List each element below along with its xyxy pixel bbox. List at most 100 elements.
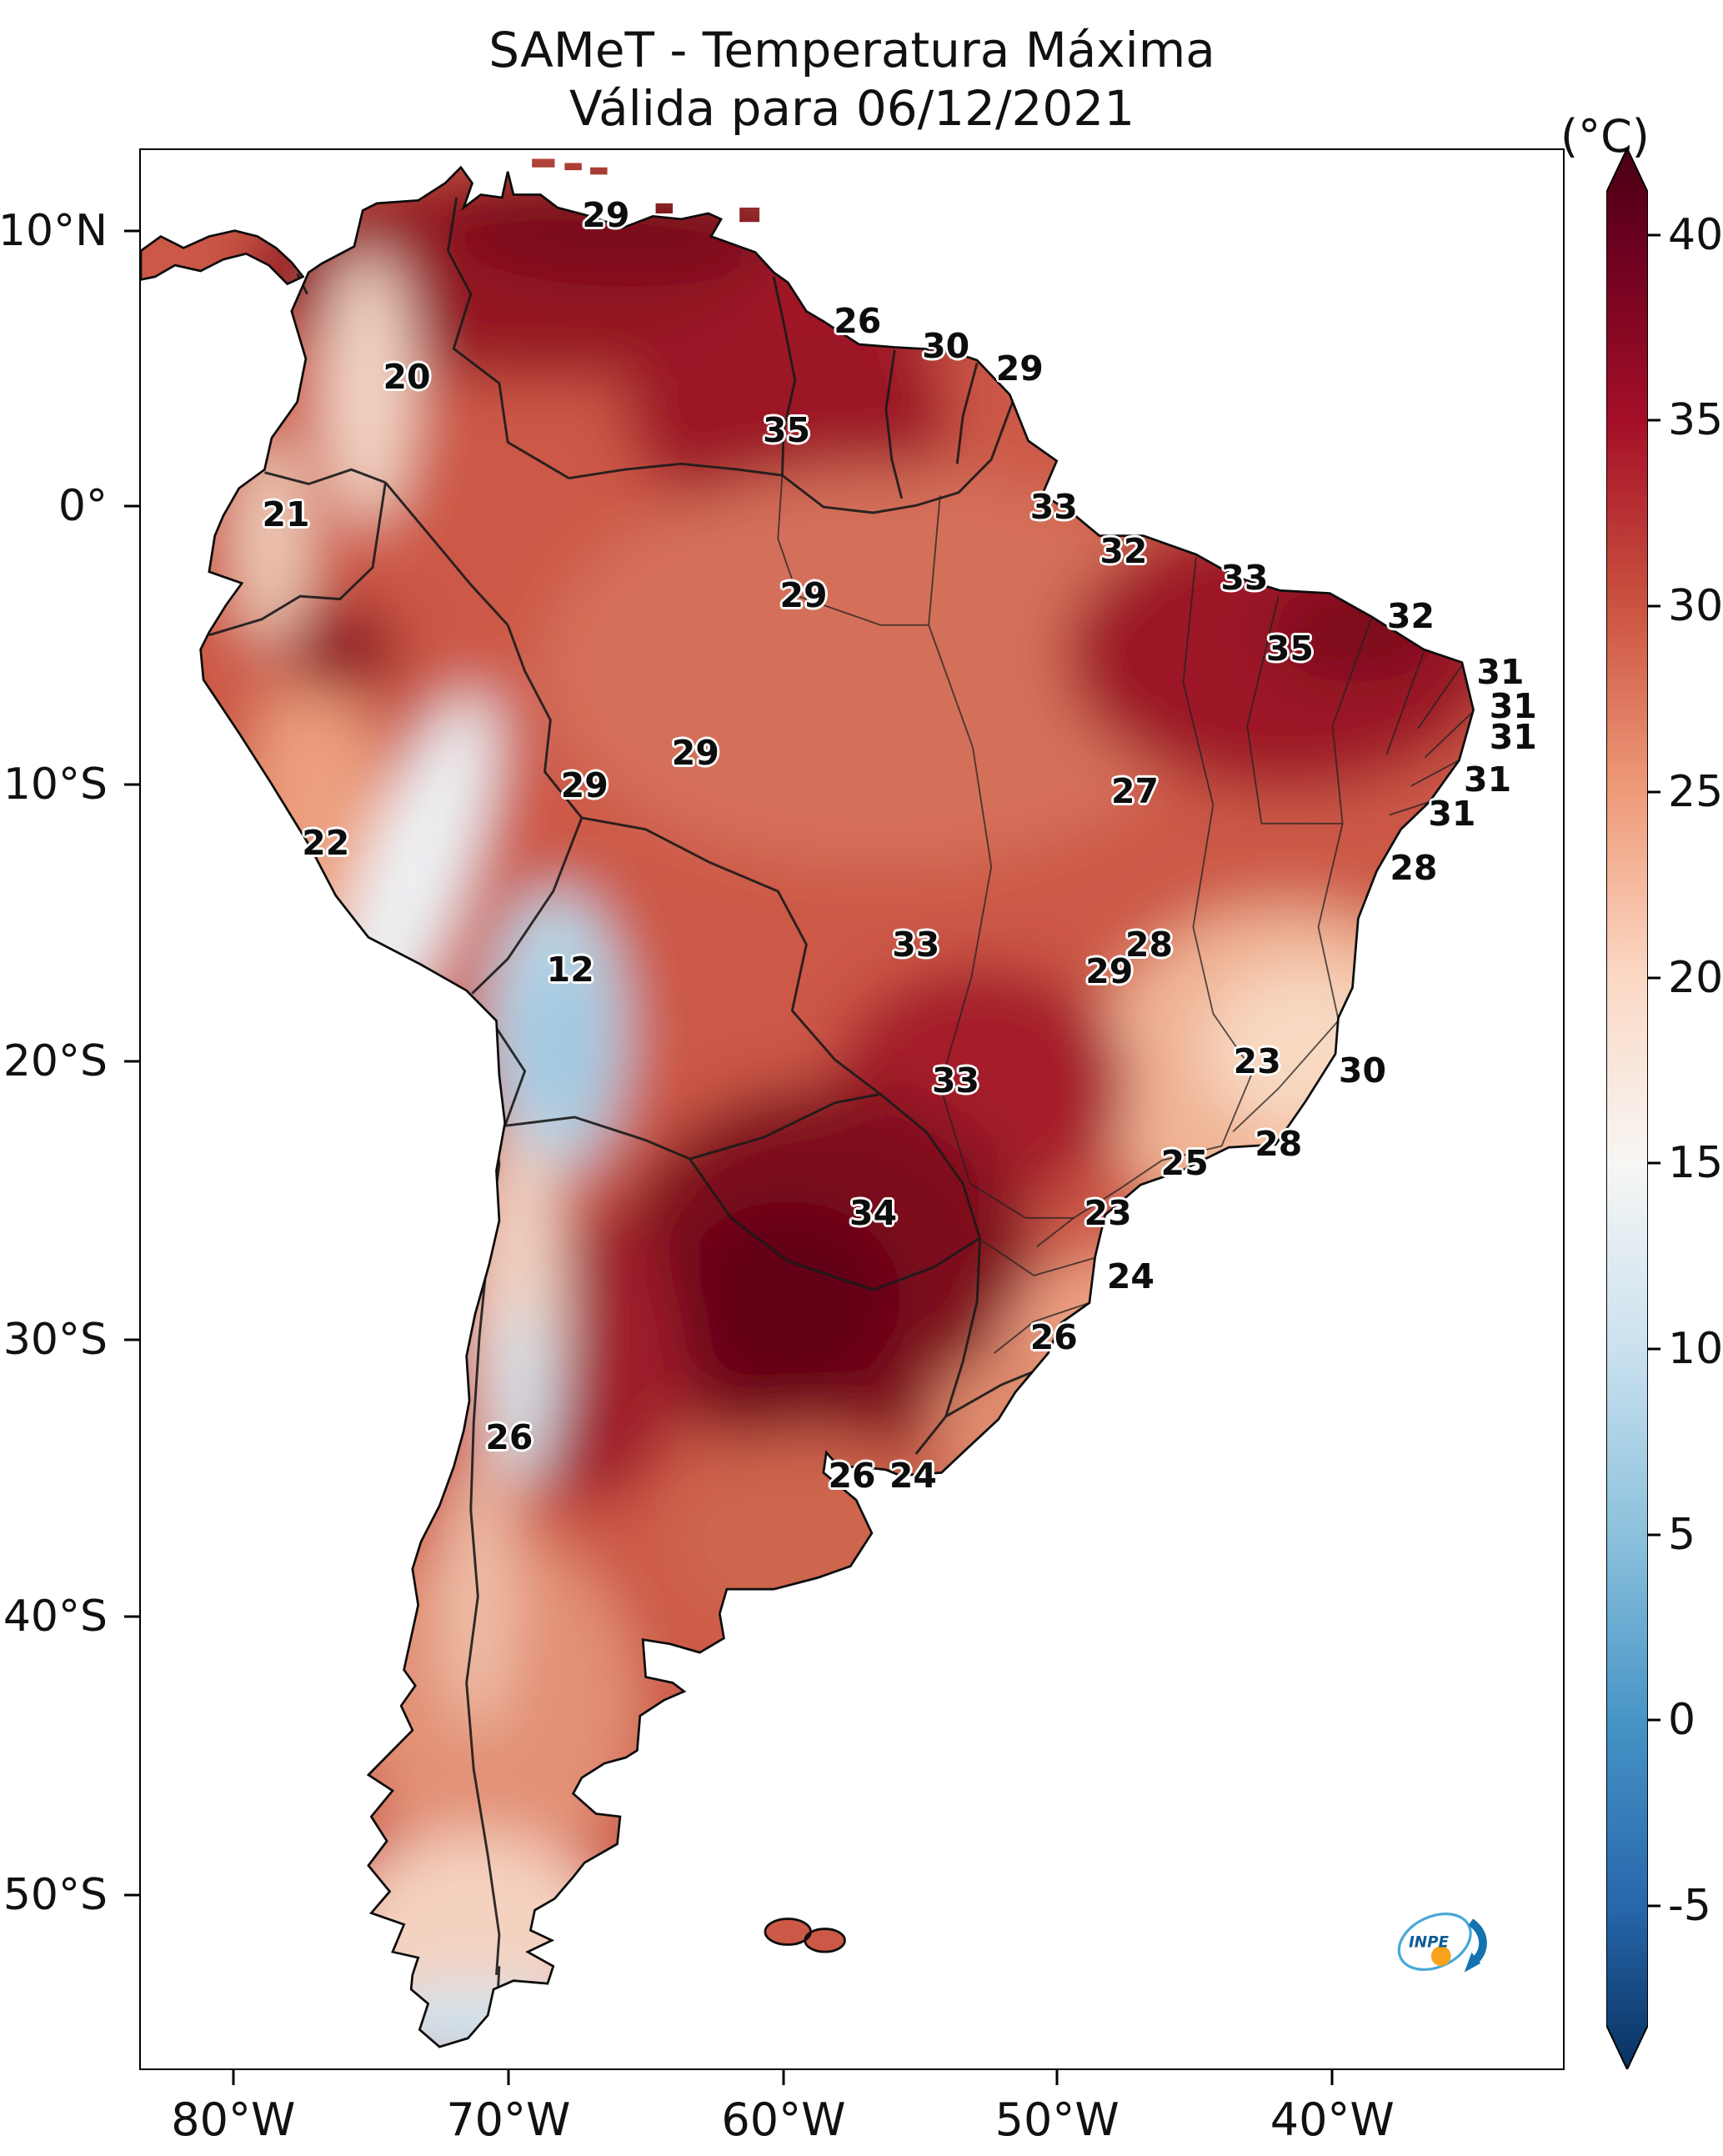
state-borders xyxy=(777,475,1474,1354)
station-temp-label: 22 xyxy=(302,822,350,863)
colorbar: 40 35 30 25 20 15 10 5 0 -5 xyxy=(1605,146,1723,2072)
inpe-logo-graphic: INPE xyxy=(1397,1912,1487,1973)
station-temp-label: 31 xyxy=(1489,717,1537,758)
map-plot-area: 29 26 30 29 20 35 21 33 32 29 33 35 32 31 31 31 29 29 27 31… xyxy=(139,148,1565,2070)
latitude-axis: 10°N 0° 10°S 20°S 30°S 40°S 50°S xyxy=(0,148,139,2070)
station-temp-label: 32 xyxy=(1099,530,1148,571)
station-temp-label: 33 xyxy=(1220,558,1269,599)
colorbar-tick-label: -5 xyxy=(1668,1881,1711,1932)
station-temp-label: 33 xyxy=(1029,486,1078,527)
station-temp-label: 24 xyxy=(1106,1256,1155,1296)
station-temp-label: 30 xyxy=(922,325,970,366)
lat-tick-mark xyxy=(124,783,139,786)
colorbar-tick-mark xyxy=(1648,1904,1660,1908)
lon-tick-mark xyxy=(1330,2070,1334,2085)
colorbar-tick-label: 35 xyxy=(1668,395,1723,446)
station-temp-label: 28 xyxy=(1125,924,1174,965)
station-temp-label: 29 xyxy=(1085,950,1134,991)
lat-tick-label: 50°S xyxy=(3,1870,108,1921)
station-temp-label: 33 xyxy=(932,1060,980,1101)
lat-tick-label: 10°S xyxy=(3,759,108,810)
lon-tick-mark xyxy=(1055,2070,1059,2085)
lon-tick-mark xyxy=(507,2070,510,2085)
station-temp-label: 20 xyxy=(383,356,431,397)
station-temp-label: 26 xyxy=(834,300,882,341)
lat-tick-label: 0° xyxy=(58,480,108,531)
colorbar-tick-label: 20 xyxy=(1668,952,1723,1003)
lon-tick-mark xyxy=(232,2070,235,2085)
lat-tick-mark xyxy=(124,1893,139,1897)
lat-tick-mark xyxy=(124,504,139,508)
station-temp-label: 21 xyxy=(262,494,310,535)
station-temp-label: 28 xyxy=(1390,847,1438,888)
title-line-2: Válida para 06/12/2021 xyxy=(568,79,1135,137)
colorbar-ticks: 40 35 30 25 20 15 10 5 0 -5 xyxy=(1648,148,1723,2069)
colorbar-tick-label: 40 xyxy=(1668,209,1723,260)
colorbar-gradient-bar xyxy=(1605,146,1649,2072)
lon-tick-mark xyxy=(782,2070,785,2085)
station-temp-label: 26 xyxy=(1029,1317,1078,1358)
colorbar-tick-mark xyxy=(1648,419,1660,422)
title-line-1: SAMeT - Temperatura Máxima xyxy=(488,22,1215,78)
figure-title: SAMeT - Temperatura Máxima Válida para 0… xyxy=(139,22,1565,138)
station-temp-label: 29 xyxy=(779,574,828,615)
colorbar-tick-mark xyxy=(1648,1718,1660,1722)
lat-tick-mark xyxy=(124,1060,139,1063)
lat-tick-mark xyxy=(124,1615,139,1618)
station-temp-label: 25 xyxy=(1160,1142,1209,1183)
station-temp-label: 29 xyxy=(671,732,719,773)
lat-tick-label: 30°S xyxy=(3,1315,108,1366)
lon-tick-label: 70°W xyxy=(446,2093,571,2146)
colorbar-tick-mark xyxy=(1648,604,1660,608)
station-temp-label: 31 xyxy=(1476,651,1525,692)
station-temp-label: 34 xyxy=(849,1192,898,1233)
station-temp-label: 35 xyxy=(762,409,811,450)
longitude-axis: 80°W 70°W 60°W 50°W 40°W xyxy=(139,2070,1565,2156)
lat-tick-label: 20°S xyxy=(3,1035,108,1086)
station-labels-layer: 29 26 30 29 20 35 21 33 32 29 33 35 32 31 31 31 29 29 27 31… xyxy=(141,150,1563,2068)
station-temp-label: 32 xyxy=(1386,596,1435,637)
station-temp-label: 33 xyxy=(892,924,940,965)
station-temp-label: 29 xyxy=(560,765,609,805)
logo-arrow-icon xyxy=(1468,1918,1487,1963)
colorbar-tick-mark xyxy=(1648,1347,1660,1351)
logo-arrowhead-icon xyxy=(1464,1952,1480,1973)
station-temp-label: 26 xyxy=(485,1416,533,1457)
lon-tick-label: 60°W xyxy=(721,2093,846,2146)
station-temp-label: 26 xyxy=(828,1455,876,1496)
station-temp-label: 27 xyxy=(1110,770,1160,811)
lon-tick-label: 40°W xyxy=(1270,2093,1395,2146)
station-temp-label: 30 xyxy=(1338,1050,1386,1091)
lat-tick-label: 40°S xyxy=(3,1592,108,1642)
colorbar-tick-mark xyxy=(1648,233,1660,237)
south-america-heatmap xyxy=(141,158,1475,2048)
logo-orange-sphere-icon xyxy=(1430,1946,1451,1966)
station-temp-label: 29 xyxy=(582,195,630,236)
colorbar-tick-label: 25 xyxy=(1668,766,1723,817)
station-temp-label: 31 xyxy=(1428,794,1476,835)
colorbar-tick-label: 5 xyxy=(1668,1509,1696,1560)
station-temp-label: 23 xyxy=(1084,1192,1132,1233)
station-temp-label: 12 xyxy=(546,949,594,990)
colorbar-tick-label: 15 xyxy=(1668,1138,1723,1189)
station-temp-label: 35 xyxy=(1265,629,1314,669)
lat-tick-mark xyxy=(124,1338,139,1341)
station-temp-label: 29 xyxy=(995,348,1044,389)
colorbar-tick-mark xyxy=(1648,1161,1660,1165)
station-temp-label: 23 xyxy=(1233,1040,1281,1081)
colorbar-tick-label: 10 xyxy=(1668,1324,1723,1374)
colorbar-tick-mark xyxy=(1648,976,1660,980)
lon-tick-label: 80°W xyxy=(171,2093,296,2146)
colorbar-tick-label: 0 xyxy=(1668,1695,1696,1746)
colorbar-unit-label: (°C) xyxy=(1560,110,1650,163)
station-temp-label: 31 xyxy=(1489,686,1537,727)
station-temp-label: 31 xyxy=(1464,759,1512,800)
colorbar-tick-mark xyxy=(1648,790,1660,794)
colorbar-tick-label: 30 xyxy=(1668,581,1723,632)
lat-tick-mark xyxy=(124,229,139,233)
station-temp-label: 24 xyxy=(889,1455,937,1496)
colorbar-tick-mark xyxy=(1648,1533,1660,1537)
station-temp-label: 28 xyxy=(1255,1123,1303,1164)
lat-tick-label: 10°N xyxy=(0,206,108,257)
